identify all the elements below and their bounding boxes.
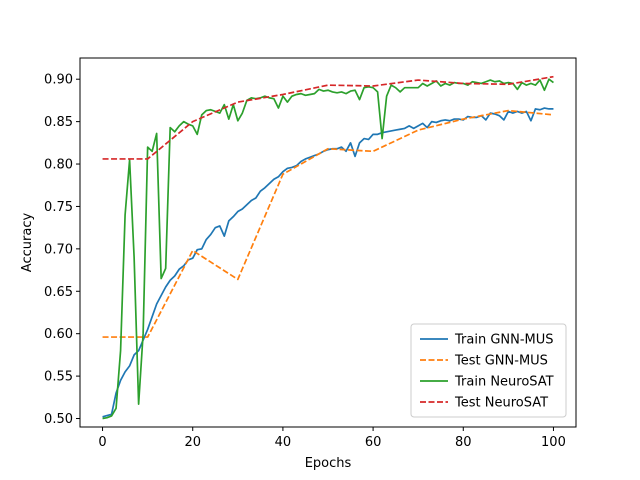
y-tick-label: 0.55 xyxy=(44,370,73,385)
legend-label: Test GNN-MUS xyxy=(454,354,548,369)
legend-label: Test NeuroSAT xyxy=(454,396,548,411)
x-tick-label: 0 xyxy=(98,435,106,450)
x-tick-label: 80 xyxy=(455,435,472,450)
y-tick-label: 0.90 xyxy=(44,73,73,88)
y-tick-label: 0.85 xyxy=(44,115,73,130)
legend-label: Train GNN-MUS xyxy=(454,333,554,348)
x-tick-label: 40 xyxy=(275,435,292,450)
series-line-test-gnn-mus xyxy=(102,109,554,338)
series-line-test-neurosat xyxy=(102,75,554,160)
legend: Train GNN-MUS Test GNN-MUS Train NeuroSAT T… xyxy=(410,323,567,418)
y-tick-label: 0.70 xyxy=(44,242,73,257)
x-axis: 0 20 40 60 80 100 xyxy=(98,427,566,450)
legend-label: Train NeuroSAT xyxy=(454,375,554,390)
x-tick-label: 20 xyxy=(184,435,201,450)
y-tick-label: 0.75 xyxy=(44,200,73,215)
x-axis-label: Epochs xyxy=(305,456,352,471)
plot-frame xyxy=(79,57,577,428)
series-layer xyxy=(102,75,554,420)
y-tick-label: 0.50 xyxy=(44,412,73,427)
y-axis: 0.50 0.55 0.60 0.65 0.70 0.75 0.80 0.85 0.90 xyxy=(44,73,80,427)
y-tick-label: 0.60 xyxy=(44,327,73,342)
y-tick-label: 0.80 xyxy=(44,158,73,173)
legend-box xyxy=(410,323,567,418)
x-tick-label: 100 xyxy=(541,435,566,450)
y-axis-label: Accuracy xyxy=(20,213,35,273)
y-tick-label: 0.65 xyxy=(44,285,73,300)
x-tick-label: 60 xyxy=(365,435,382,450)
